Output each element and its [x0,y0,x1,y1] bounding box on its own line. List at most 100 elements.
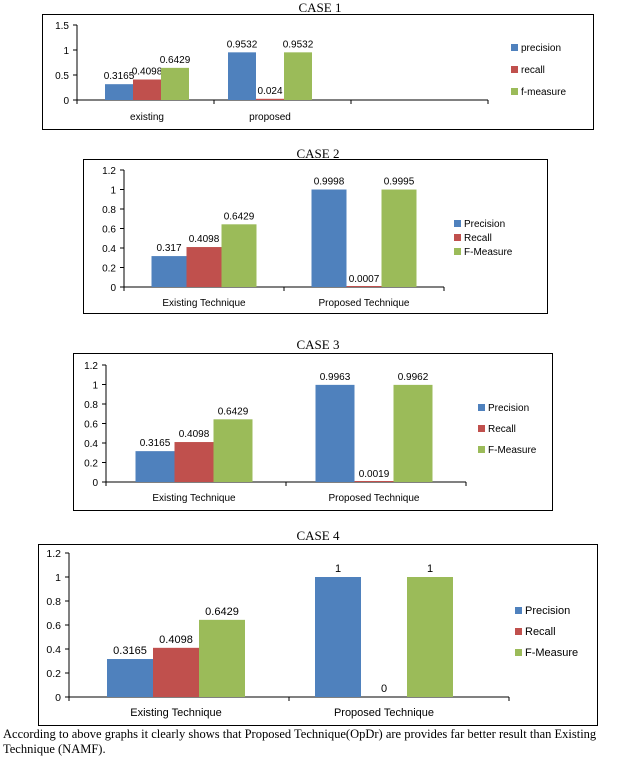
y-tick-label: 0.5 [55,71,69,82]
legend-label: Recall [488,424,516,435]
legend-swatch [511,88,518,95]
data-label: 0.3165 [104,71,135,82]
legend-label: Precision [525,605,570,617]
bar-precision-1 [151,256,187,287]
y-tick-label: 0.6 [102,225,116,236]
y-tick-label: 1 [92,381,98,392]
data-label: 0.9532 [227,39,258,50]
bar-f-measure-2 [407,577,453,697]
data-label: 0.0007 [349,274,380,285]
case1-chart: 0 0.5 1 1.5 0.3165 0.4098 0.6429 existing 0.9532… [42,14,594,130]
y-tick-label: 1.5 [55,21,69,32]
legend-swatch [511,66,518,73]
case3-title: CASE 3 [296,337,340,352]
y-tick-label: 1 [63,46,69,57]
data-label: 0.3165 [140,438,171,449]
bar-f-measure-1 [221,224,257,287]
category-label: Existing Technique [152,493,236,504]
bar-recall-1 [133,79,161,100]
legend-label: precision [521,43,561,54]
y-tick-label: 1 [110,186,116,197]
bar-f-measure-1 [161,67,189,100]
category-label: existing [130,112,164,123]
bar-recall-2 [346,286,382,287]
bar-precision-1 [105,84,133,100]
data-label: 0.9532 [283,39,314,50]
legend-swatch [454,248,461,255]
case3-plot: 0 0.2 0.4 0.6 0.8 1 1.2 0.3165 0.4098 0.6429 Exist… [84,361,537,504]
y-tick-label: 0.6 [84,420,98,431]
y-tick-label: 0 [92,478,98,489]
data-label: 0.6429 [224,211,255,222]
bar-recall-1 [186,247,222,287]
category-label: Proposed Technique [329,493,420,504]
legend-swatch [478,446,485,453]
data-label: 1 [335,563,341,575]
y-tick-label: 0.4 [102,244,116,255]
legend-swatch [478,404,485,411]
y-tick-label: 0.4 [46,644,61,656]
y-tick-label: 0.2 [84,459,98,470]
bar-f-measure-1 [213,419,253,482]
conclusion-caption: According to above graphs it clearly sho… [3,727,597,756]
data-label: 0.6429 [205,606,239,618]
data-label: 0.9998 [314,177,345,188]
category-label: Proposed Technique [319,298,410,309]
data-label: 0.4098 [179,429,210,440]
case4-plot: 0 0.2 0.4 0.6 0.8 1 1.2 0.3165 0.4098 0.6429 Exist… [46,548,578,719]
data-label: 0.317 [156,243,181,254]
bar-recall-1 [174,442,214,482]
case1-title: CASE 1 [298,0,342,15]
y-tick-label: 0.6 [46,620,61,632]
legend-swatch [478,425,485,432]
bar-precision-2 [311,189,347,287]
data-label: 0.3165 [113,645,147,657]
bar-recall-1 [153,647,199,697]
data-label: 0.9995 [384,177,415,188]
legend-label: Recall [525,626,556,638]
bar-f-measure-1 [199,619,245,697]
bar-precision-1 [135,451,175,482]
y-tick-label: 0.2 [102,264,116,275]
y-tick-label: 1.2 [102,166,116,177]
data-label: 0.9963 [320,372,351,383]
legend-label: Precision [488,403,529,414]
category-label: Proposed Technique [334,707,434,719]
case2-plot: 0 0.2 0.4 0.6 0.8 1 1.2 0.317 0.4098 0.6429 Existi… [102,166,513,309]
bar-precision-2 [315,384,355,482]
y-tick-label: 1.2 [84,361,98,372]
bar-f-measure-2 [284,52,312,100]
case2-title: CASE 2 [296,146,340,161]
data-label: 0.4098 [132,67,163,78]
y-tick-label: 0 [55,692,61,704]
legend-swatch [515,607,522,614]
y-tick-label: 1 [55,572,61,584]
case3-chart: 0 0.2 0.4 0.6 0.8 1 1.2 0.3165 0.4098 0.6429 Exist… [73,353,553,511]
data-label: 0.6429 [218,406,249,417]
data-label: 0.4098 [189,234,220,245]
legend-swatch [454,234,461,241]
bar-f-measure-2 [381,189,417,287]
y-tick-label: 0.8 [84,400,98,411]
legend-label: Precision [464,219,505,230]
bar-precision-2 [315,577,361,697]
legend-label: F-Measure [488,445,537,456]
data-label: 0 [381,683,387,695]
legend-swatch [454,220,461,227]
legend-label: F-Measure [525,647,578,659]
data-label: 0.6429 [160,55,191,66]
category-label: proposed [249,112,291,123]
data-label: 0.024 [257,86,282,97]
legend-swatch [511,44,518,51]
legend-label: Recall [464,233,492,244]
legend-swatch [515,649,522,656]
bar-recall-2 [256,98,284,100]
y-tick-label: 0.4 [84,439,98,450]
y-tick-label: 0.8 [102,205,116,216]
data-label: 0.0019 [359,469,390,480]
y-tick-label: 0 [110,283,116,294]
y-tick-label: 0.8 [46,596,61,608]
category-label: Existing Technique [162,298,246,309]
case4-title: CASE 4 [296,528,340,543]
